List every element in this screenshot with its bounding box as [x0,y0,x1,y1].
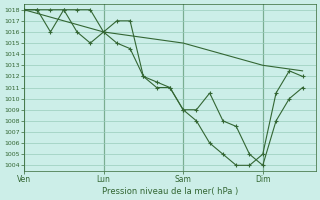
X-axis label: Pression niveau de la mer( hPa ): Pression niveau de la mer( hPa ) [102,187,238,196]
